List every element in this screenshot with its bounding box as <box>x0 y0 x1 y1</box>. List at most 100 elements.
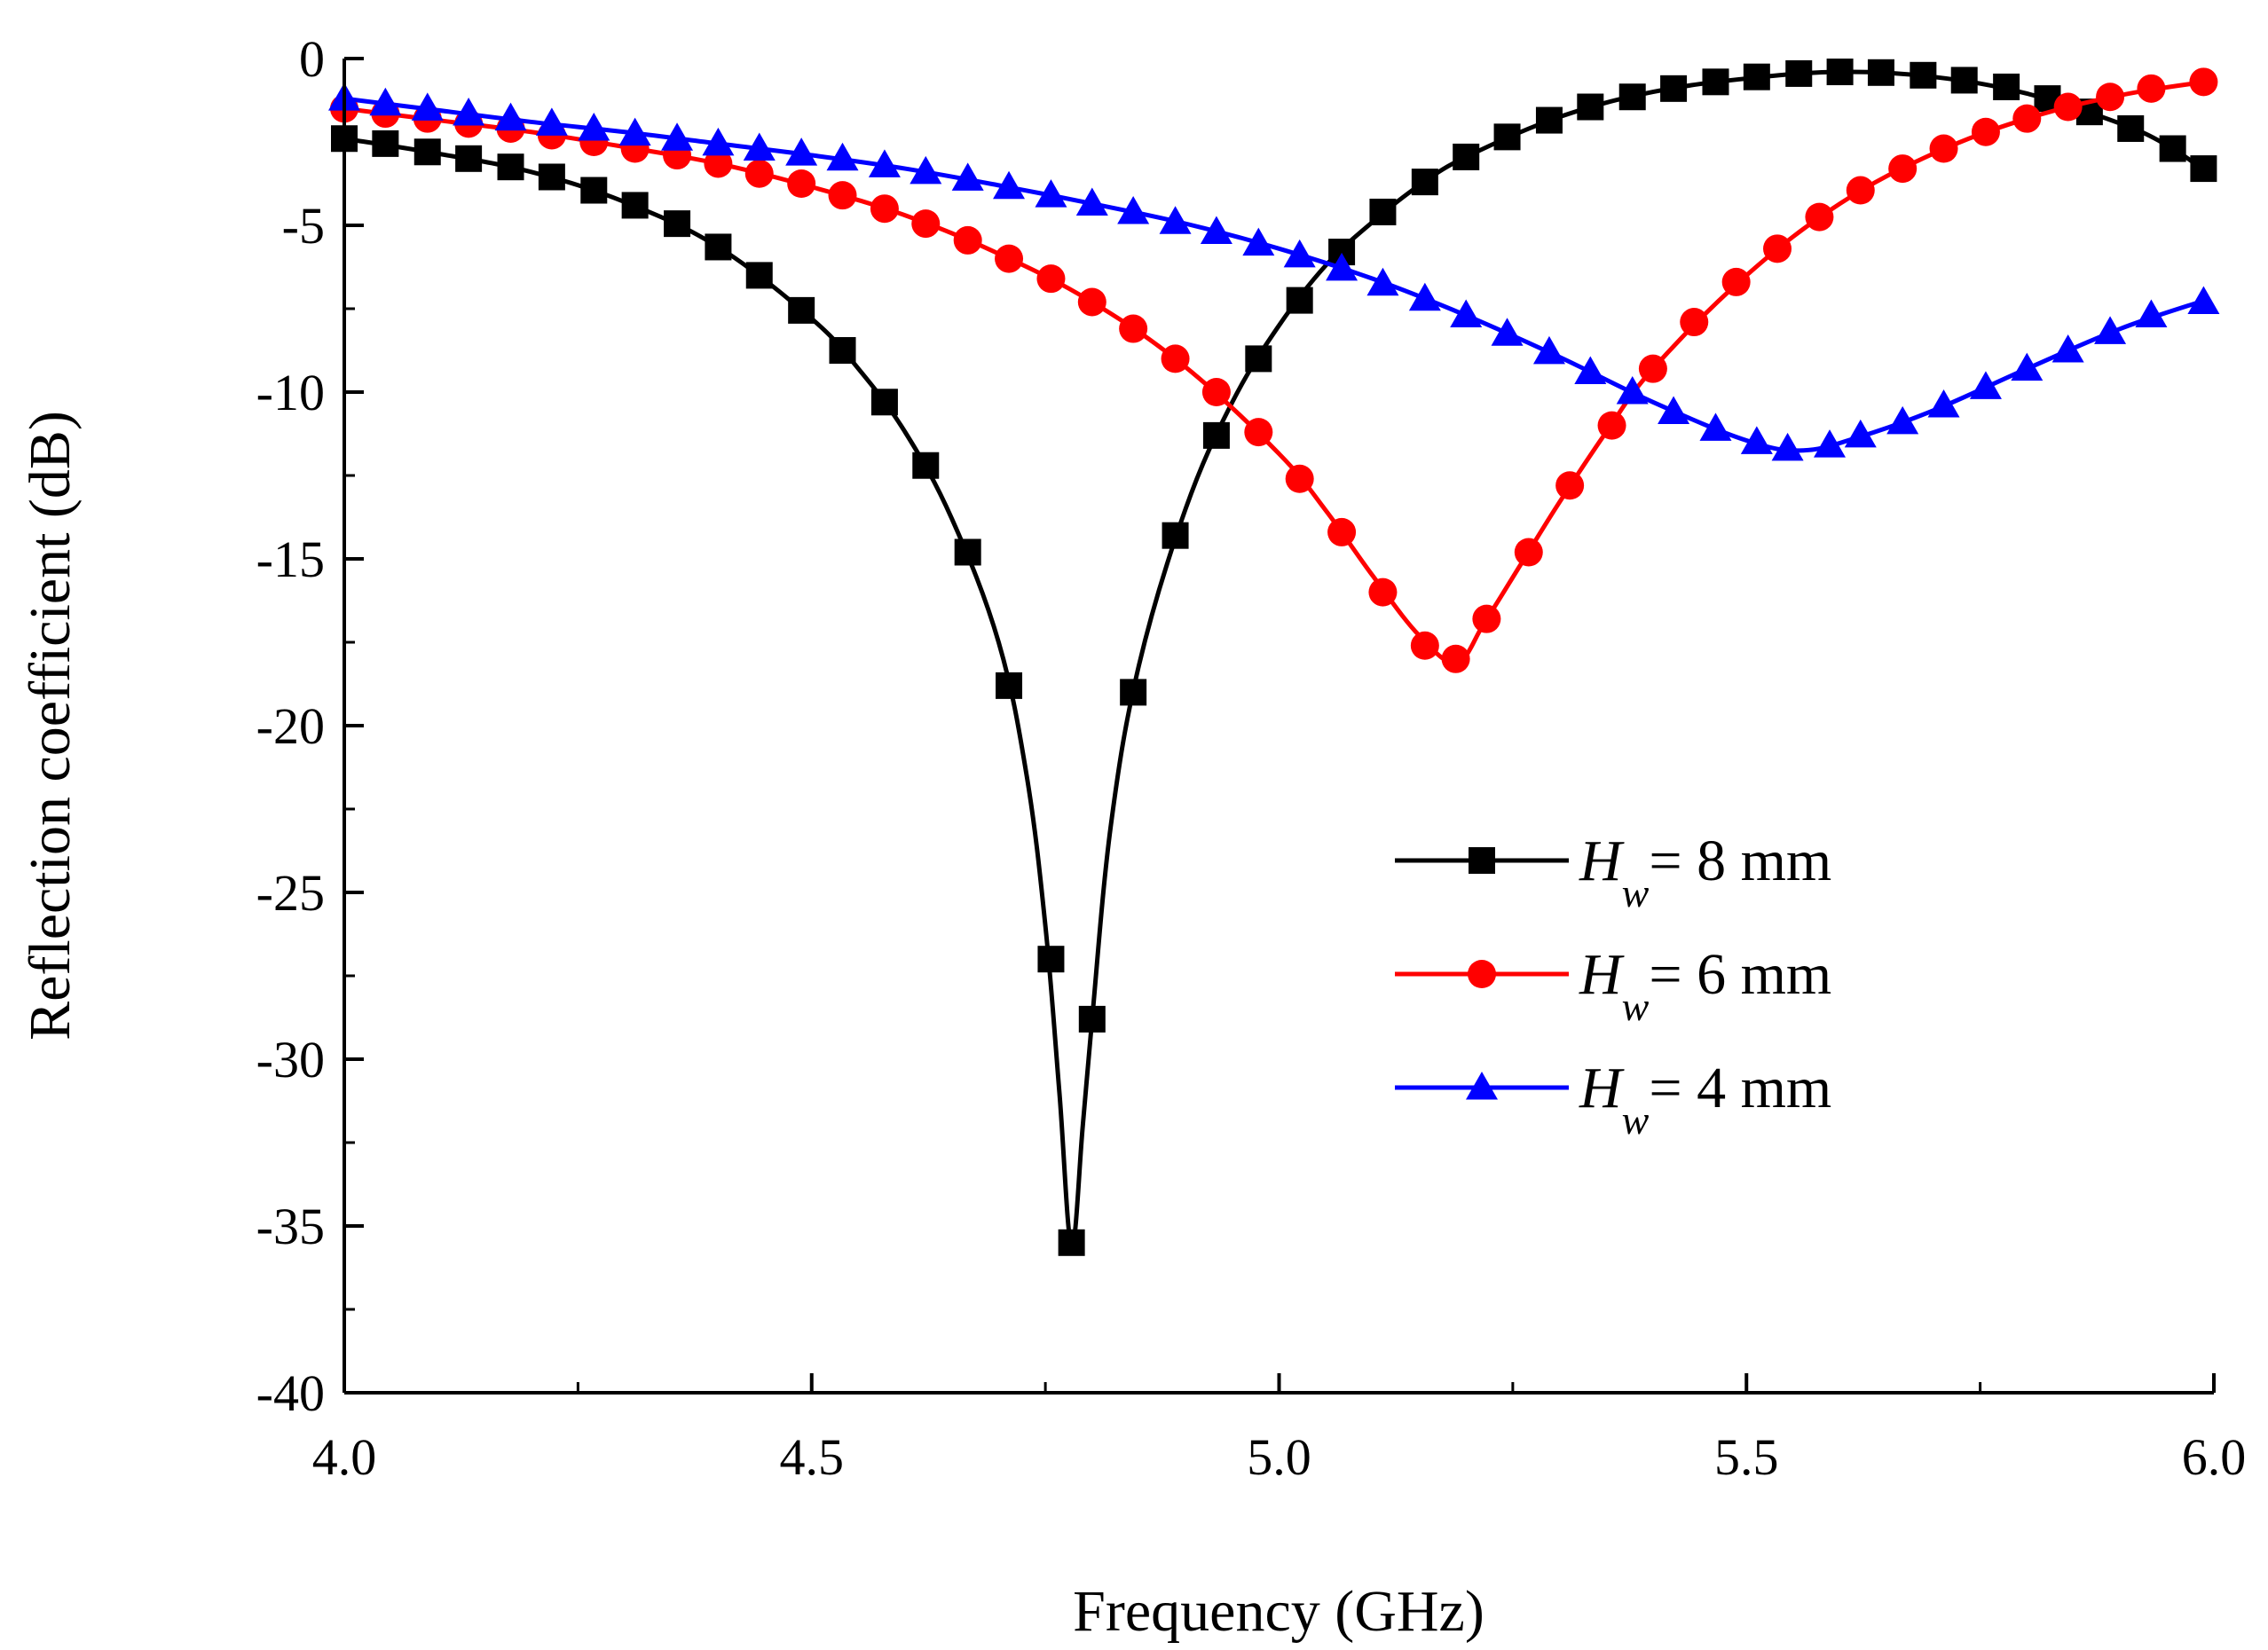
series-2-point <box>1410 631 1439 660</box>
series-1-point <box>1120 679 1147 706</box>
series-1-point <box>2117 114 2145 142</box>
series-2-point <box>1077 287 1106 317</box>
series-1-point <box>538 163 565 191</box>
series-3-point <box>1159 206 1192 234</box>
series-1-point <box>580 177 608 204</box>
series-2-point <box>1327 517 1357 546</box>
series-3-point <box>369 87 402 116</box>
series-1-point <box>497 153 524 181</box>
series-3-point <box>411 92 444 121</box>
series-2-point <box>1285 464 1314 493</box>
series-3-point <box>1658 396 1690 425</box>
series-3-point <box>535 107 568 136</box>
y-tick-label: -20 <box>256 697 325 755</box>
y-tick-label: -15 <box>256 530 325 588</box>
series-2-point <box>1368 578 1398 607</box>
series-2-point <box>1680 308 1709 337</box>
series-1-point <box>1493 123 1521 151</box>
series-3-point <box>1814 429 1847 458</box>
series-2-point <box>1638 354 1667 383</box>
series-3-point <box>2187 286 2220 314</box>
series-1-point <box>1245 345 1272 373</box>
series-2-point <box>704 149 733 178</box>
axes-layer <box>343 59 2214 1395</box>
series-3-point <box>1886 405 1919 435</box>
series-1-point <box>1369 198 1397 225</box>
series-2-point <box>1161 344 1190 373</box>
legend-label: Hw= 4 mm <box>1579 1056 1831 1143</box>
series-1-point <box>1162 522 1189 549</box>
series-3-point <box>2011 352 2044 381</box>
series-layer <box>328 59 2220 1256</box>
series-1-point <box>912 452 940 479</box>
series-2-point <box>828 181 857 210</box>
series-1-point <box>996 672 1023 699</box>
series-2-point <box>1888 154 1918 184</box>
series-2-point <box>2012 104 2042 133</box>
series-3-point <box>993 170 1026 200</box>
series-1-point <box>1993 73 2020 100</box>
series-1-point <box>1950 67 1978 94</box>
series-3-point <box>618 117 651 146</box>
series-1-point <box>1785 59 1813 87</box>
series-3-point <box>453 98 485 126</box>
series-1-point <box>1743 63 1770 90</box>
x-tick-label: 4.0 <box>312 1428 377 1486</box>
x-axis-title: Frequency (GHz) <box>1073 1579 1484 1644</box>
series-2-point <box>1555 471 1585 500</box>
legend-entry-2: Hw= 6 mm <box>1395 942 1831 1029</box>
series-3-point <box>785 138 818 166</box>
series-3-point <box>1844 419 1877 448</box>
series-1-point <box>2159 135 2186 162</box>
series-2-point <box>911 209 941 239</box>
series-3 <box>328 82 2220 461</box>
legend-label: Hw= 8 mm <box>1579 829 1831 915</box>
x-tick-label: 5.5 <box>1714 1428 1779 1486</box>
series-3-point <box>1532 335 1565 365</box>
series-3-point <box>2135 299 2168 328</box>
series-1-point <box>1702 68 1729 96</box>
legend-marker <box>1469 847 1495 874</box>
series-1-point <box>1535 106 1563 134</box>
series-1-point <box>1826 59 1854 86</box>
series-3-point <box>826 142 859 171</box>
series-1-point <box>1078 1005 1106 1033</box>
series-2-point <box>2096 82 2125 112</box>
series-1-point <box>1411 169 1438 196</box>
y-tick-label: -35 <box>256 1198 325 1255</box>
series-3-point <box>702 127 735 156</box>
series-1-point <box>1910 61 1937 89</box>
series-2-point <box>1763 234 1792 263</box>
y-tick-label: -10 <box>256 364 325 421</box>
series-1-point <box>1577 93 1604 121</box>
series-2-point <box>1721 267 1751 296</box>
series-2-point <box>1201 378 1231 406</box>
legend-label: Hw= 6 mm <box>1579 942 1831 1029</box>
series-1-point <box>1618 83 1646 111</box>
x-tick-label: 6.0 <box>2182 1428 2247 1486</box>
legend-marker <box>1466 1072 1498 1100</box>
series-1-point <box>1453 143 1480 170</box>
series-2-point <box>1929 134 1958 163</box>
series-3-point <box>743 132 776 161</box>
ticks-layer: 4.0 4.5 5.0 5.5 6.0 0 -5 -10 -15 -20 -25 -30 -35 -40 <box>256 30 2247 1486</box>
series-3-point <box>1450 299 1483 328</box>
series-3-point <box>1242 227 1275 256</box>
series-3-point <box>951 162 984 191</box>
y-tick-label: -30 <box>256 1031 325 1088</box>
series-1-point <box>1286 287 1313 314</box>
series-2-point <box>1119 314 1148 343</box>
series-1-point <box>1037 946 1065 973</box>
series-2-point <box>2053 92 2083 122</box>
series-2-point <box>1036 264 1066 294</box>
series-2-point <box>2189 67 2218 97</box>
series-1-point <box>1660 75 1688 102</box>
y-tick-label: -5 <box>282 197 325 255</box>
series-1-point <box>455 145 483 172</box>
series-2-point <box>1441 644 1470 673</box>
series-1-point <box>1867 59 1894 86</box>
series-3-point <box>494 102 527 131</box>
series-3-point <box>661 122 694 151</box>
series-3-point <box>1283 239 1316 268</box>
